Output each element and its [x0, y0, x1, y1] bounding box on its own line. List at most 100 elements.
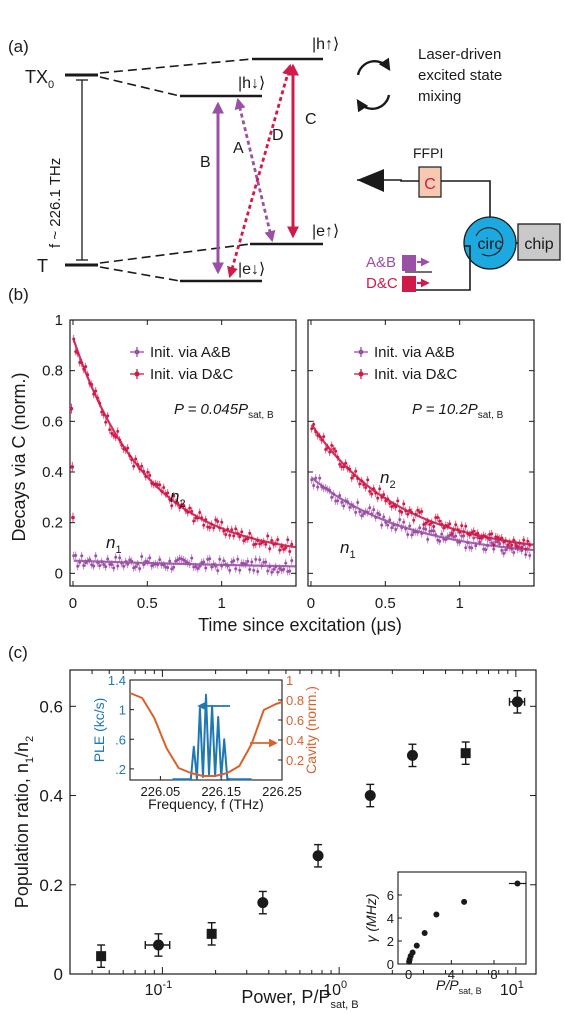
data-point	[390, 526, 394, 530]
data-point	[348, 505, 352, 509]
data-point	[118, 556, 122, 560]
data-point	[330, 444, 334, 448]
data-point	[454, 534, 458, 538]
data-point	[402, 502, 406, 506]
fit-curve	[310, 424, 534, 546]
y-tick-label: 0.6	[39, 697, 63, 716]
data-point	[500, 548, 504, 552]
data-point	[158, 558, 162, 562]
power-left: P = 0.045Psat, B	[174, 401, 274, 421]
data-point	[202, 523, 206, 527]
data-point	[512, 550, 516, 554]
y-tick-label: 1	[55, 312, 63, 329]
data-point	[126, 562, 130, 566]
label-d: D	[272, 127, 284, 144]
legend-ab-left: Init. via A&B	[150, 344, 231, 361]
fit-curve	[73, 559, 296, 568]
data-point	[264, 542, 268, 546]
data-point	[436, 516, 440, 520]
data-point	[104, 565, 108, 569]
data-point	[264, 560, 268, 564]
data-point	[96, 951, 107, 962]
data-point	[461, 898, 468, 905]
label-b: B	[200, 154, 211, 171]
data-point	[416, 508, 420, 512]
data-point	[92, 564, 96, 568]
data-point	[268, 547, 272, 551]
data-point	[70, 465, 75, 469]
tx0-label: TX0	[25, 67, 54, 91]
data-point	[71, 515, 75, 520]
data-point	[170, 567, 174, 571]
series-line	[172, 693, 252, 781]
y-tick-label: .2	[115, 762, 126, 777]
data-point	[208, 557, 212, 561]
frequency-label: f ~ 226.1 THz	[47, 158, 64, 248]
data-point	[258, 558, 262, 562]
x-tick-label: 226.05	[141, 784, 181, 799]
data-point	[464, 546, 468, 550]
panel-b-right-legend: Init. via A&B Init. via D&C	[354, 344, 458, 383]
data-point	[388, 518, 392, 522]
inset-ple-ylabel: PLE (kc/s)	[91, 698, 107, 763]
t-label: T	[37, 256, 48, 276]
data-point	[484, 548, 488, 552]
data-point	[420, 510, 424, 514]
x-tick-label: 8	[490, 967, 497, 982]
data-point	[362, 512, 366, 516]
data-point	[330, 495, 334, 499]
inset-gamma-data	[406, 880, 526, 965]
data-point	[398, 518, 402, 522]
data-point	[382, 515, 386, 519]
panel-b-label: (b)	[8, 285, 29, 304]
panel-c-ylabel: Population ratio, n1/n2	[12, 736, 36, 908]
data-point	[426, 537, 430, 541]
x-tick-label: 0.5	[375, 595, 396, 612]
data-point	[282, 547, 286, 551]
data-point	[514, 880, 521, 887]
data-point	[432, 524, 436, 528]
data-point	[116, 429, 120, 433]
data-point	[69, 406, 74, 411]
y-tick-label: 0	[54, 965, 63, 984]
data-point	[492, 547, 496, 551]
data-point	[76, 564, 80, 568]
data-point	[110, 562, 114, 566]
data-point	[248, 568, 252, 572]
y-tick-label: 6	[387, 888, 394, 903]
data-point	[158, 483, 162, 487]
data-point	[102, 562, 106, 566]
data-point	[284, 561, 288, 565]
panel-c-frame	[69, 669, 537, 975]
x-tick-label: 0	[307, 595, 315, 612]
x-tick-label: 1	[455, 595, 463, 612]
data-point	[433, 911, 440, 918]
data-point	[216, 520, 220, 524]
inset-gamma-ylabel: γ (MHz)	[363, 894, 379, 943]
dash-e-down	[99, 266, 181, 282]
data-point	[148, 556, 152, 560]
data-point	[490, 541, 494, 545]
data-point	[510, 543, 514, 547]
n1-right: n1	[340, 538, 356, 561]
data-point	[246, 559, 250, 563]
data-point	[80, 554, 84, 558]
data-point	[448, 522, 452, 526]
x-tick-label: 0	[405, 967, 412, 982]
data-point	[266, 569, 270, 573]
circulator-icon	[463, 216, 517, 270]
data-point	[511, 696, 523, 708]
x-tick-label: 100	[323, 979, 347, 999]
y-tick-label: 1	[286, 673, 293, 688]
data-point	[500, 536, 504, 540]
y-tick-label: 0	[387, 957, 394, 972]
data-point	[332, 447, 336, 451]
panel-b-xlabel: Time since excitation (μs)	[198, 615, 402, 635]
data-point	[256, 570, 260, 574]
data-point	[438, 519, 442, 523]
data-point	[424, 527, 428, 531]
data-point	[222, 559, 226, 563]
inset-frequency-ticks: .2 .6 1 1.4 0.2 0.4 0.6 0.8 1 226.05 226.15 226.25	[108, 673, 304, 799]
y-tick-label: 2	[387, 934, 394, 949]
setup-diagram: C FFPI circ chip A&B D&C	[357, 145, 561, 292]
